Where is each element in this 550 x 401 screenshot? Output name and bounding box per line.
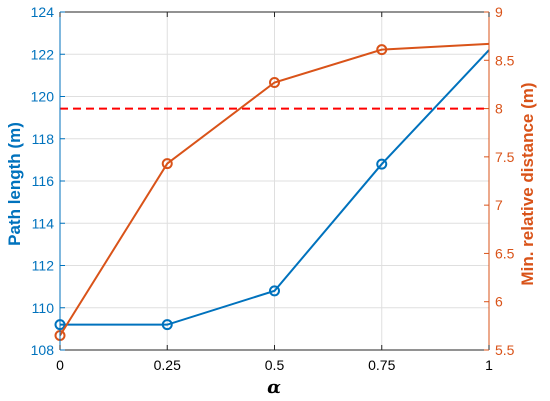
right-tick-label: 6 (495, 294, 503, 310)
x-tick-label: 0.25 (154, 357, 181, 373)
x-axis-label: α (267, 377, 281, 398)
right-tick-label: 8 (495, 101, 503, 117)
data-point-left (269, 285, 280, 297)
right-tick-label: 5.5 (495, 342, 515, 358)
x-tick-label: 0 (56, 357, 64, 373)
left-tick-label: 118 (32, 131, 55, 147)
x-tick-label: 0.75 (368, 357, 395, 373)
left-axis-label: Path length (m) (5, 122, 24, 246)
series-line-right (59, 42, 490, 337)
tick-labels: 0 0.25 0.5 0.75 1 108 110 112 114 116 118 120 122 124… (31, 4, 515, 373)
right-tick-label: 7.5 (495, 149, 515, 165)
data-point-left (161, 319, 173, 331)
grid-lines (59, 11, 490, 351)
right-axis-label: Min. relative distance (m) (518, 82, 537, 285)
left-tick-label: 116 (32, 173, 55, 189)
right-tick-label: 8.5 (495, 52, 515, 68)
x-tick-label: 0.5 (265, 357, 285, 373)
data-point-right (269, 76, 280, 88)
left-tick-label: 108 (31, 342, 55, 358)
right-tick-label: 6.5 (495, 245, 515, 261)
right-tick-label: 9 (495, 4, 503, 20)
left-tick-label: 110 (32, 300, 55, 316)
left-tick-label: 124 (31, 4, 55, 20)
data-point-left (376, 158, 388, 170)
right-tick-label: 7 (495, 197, 503, 213)
left-tick-label: 122 (31, 46, 55, 62)
left-tick-label: 112 (32, 258, 55, 274)
series-layer (54, 42, 490, 342)
data-point-right (161, 158, 173, 170)
series-line-left (60, 49, 490, 326)
left-tick-label: 120 (31, 89, 55, 105)
axes (59, 11, 490, 351)
left-tick-label: 114 (32, 215, 55, 231)
x-tick-label: 1 (485, 357, 493, 373)
data-point-right (376, 44, 388, 56)
